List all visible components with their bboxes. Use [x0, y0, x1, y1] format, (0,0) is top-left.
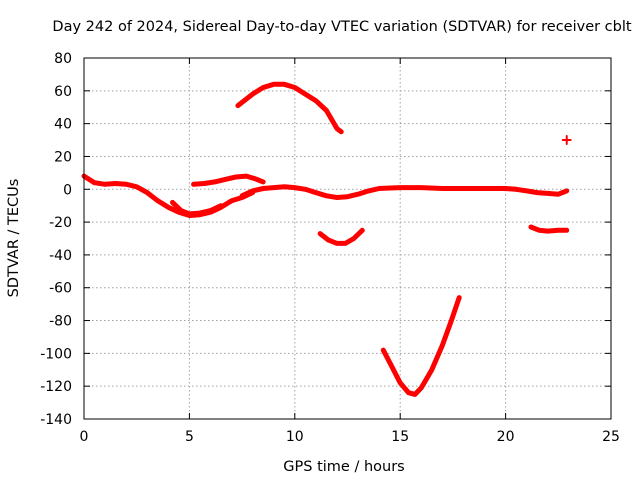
- x-tick-label: 5: [185, 429, 194, 445]
- series-arc-top: [235, 81, 344, 135]
- y-tick-label: -80: [49, 314, 72, 330]
- y-tick-label: 0: [63, 182, 72, 198]
- series-arc-late-low: [528, 224, 570, 234]
- series-arc-late: [513, 186, 570, 197]
- series-point-late: [561, 135, 572, 146]
- grid-lines: [84, 58, 611, 419]
- x-tick-label: 20: [497, 429, 515, 445]
- y-tick-label: -140: [40, 412, 72, 428]
- series-arc-dip-11: [317, 227, 365, 246]
- y-tick-label: 20: [54, 149, 72, 165]
- chart-title: Day 242 of 2024, Sidereal Day-to-day VTE…: [52, 19, 631, 35]
- y-tick-label: -100: [40, 346, 72, 362]
- series-arc-low-early: [170, 199, 224, 217]
- x-tick-label: 0: [80, 429, 89, 445]
- x-axis-label: GPS time / hours: [283, 459, 404, 475]
- series-arc-deep: [380, 295, 462, 397]
- data-series: [81, 81, 572, 397]
- y-tick-label: 60: [54, 84, 72, 100]
- axis-ticks: 0 5 10 15 20 25 80 60 40 20 0 -20 -40 -60 -80 -100 -120 -…: [40, 51, 620, 445]
- y-tick-label: -20: [49, 215, 72, 231]
- y-axis-label: SDTVAR / TECUs: [6, 179, 22, 298]
- plot-frame: [83, 57, 612, 420]
- y-tick-label: -40: [49, 248, 72, 264]
- x-tick-label: 25: [602, 429, 620, 445]
- y-tick-label: 80: [54, 51, 72, 67]
- y-tick-label: 40: [54, 117, 72, 133]
- series-arc-small-bump: [191, 173, 266, 187]
- x-tick-label: 10: [286, 429, 304, 445]
- x-tick-label: 15: [391, 429, 409, 445]
- y-tick-label: -120: [40, 379, 72, 395]
- series-arc-main-early: [81, 173, 256, 218]
- y-tick-label: -60: [49, 281, 72, 297]
- series-arc-main-mid: [239, 184, 519, 200]
